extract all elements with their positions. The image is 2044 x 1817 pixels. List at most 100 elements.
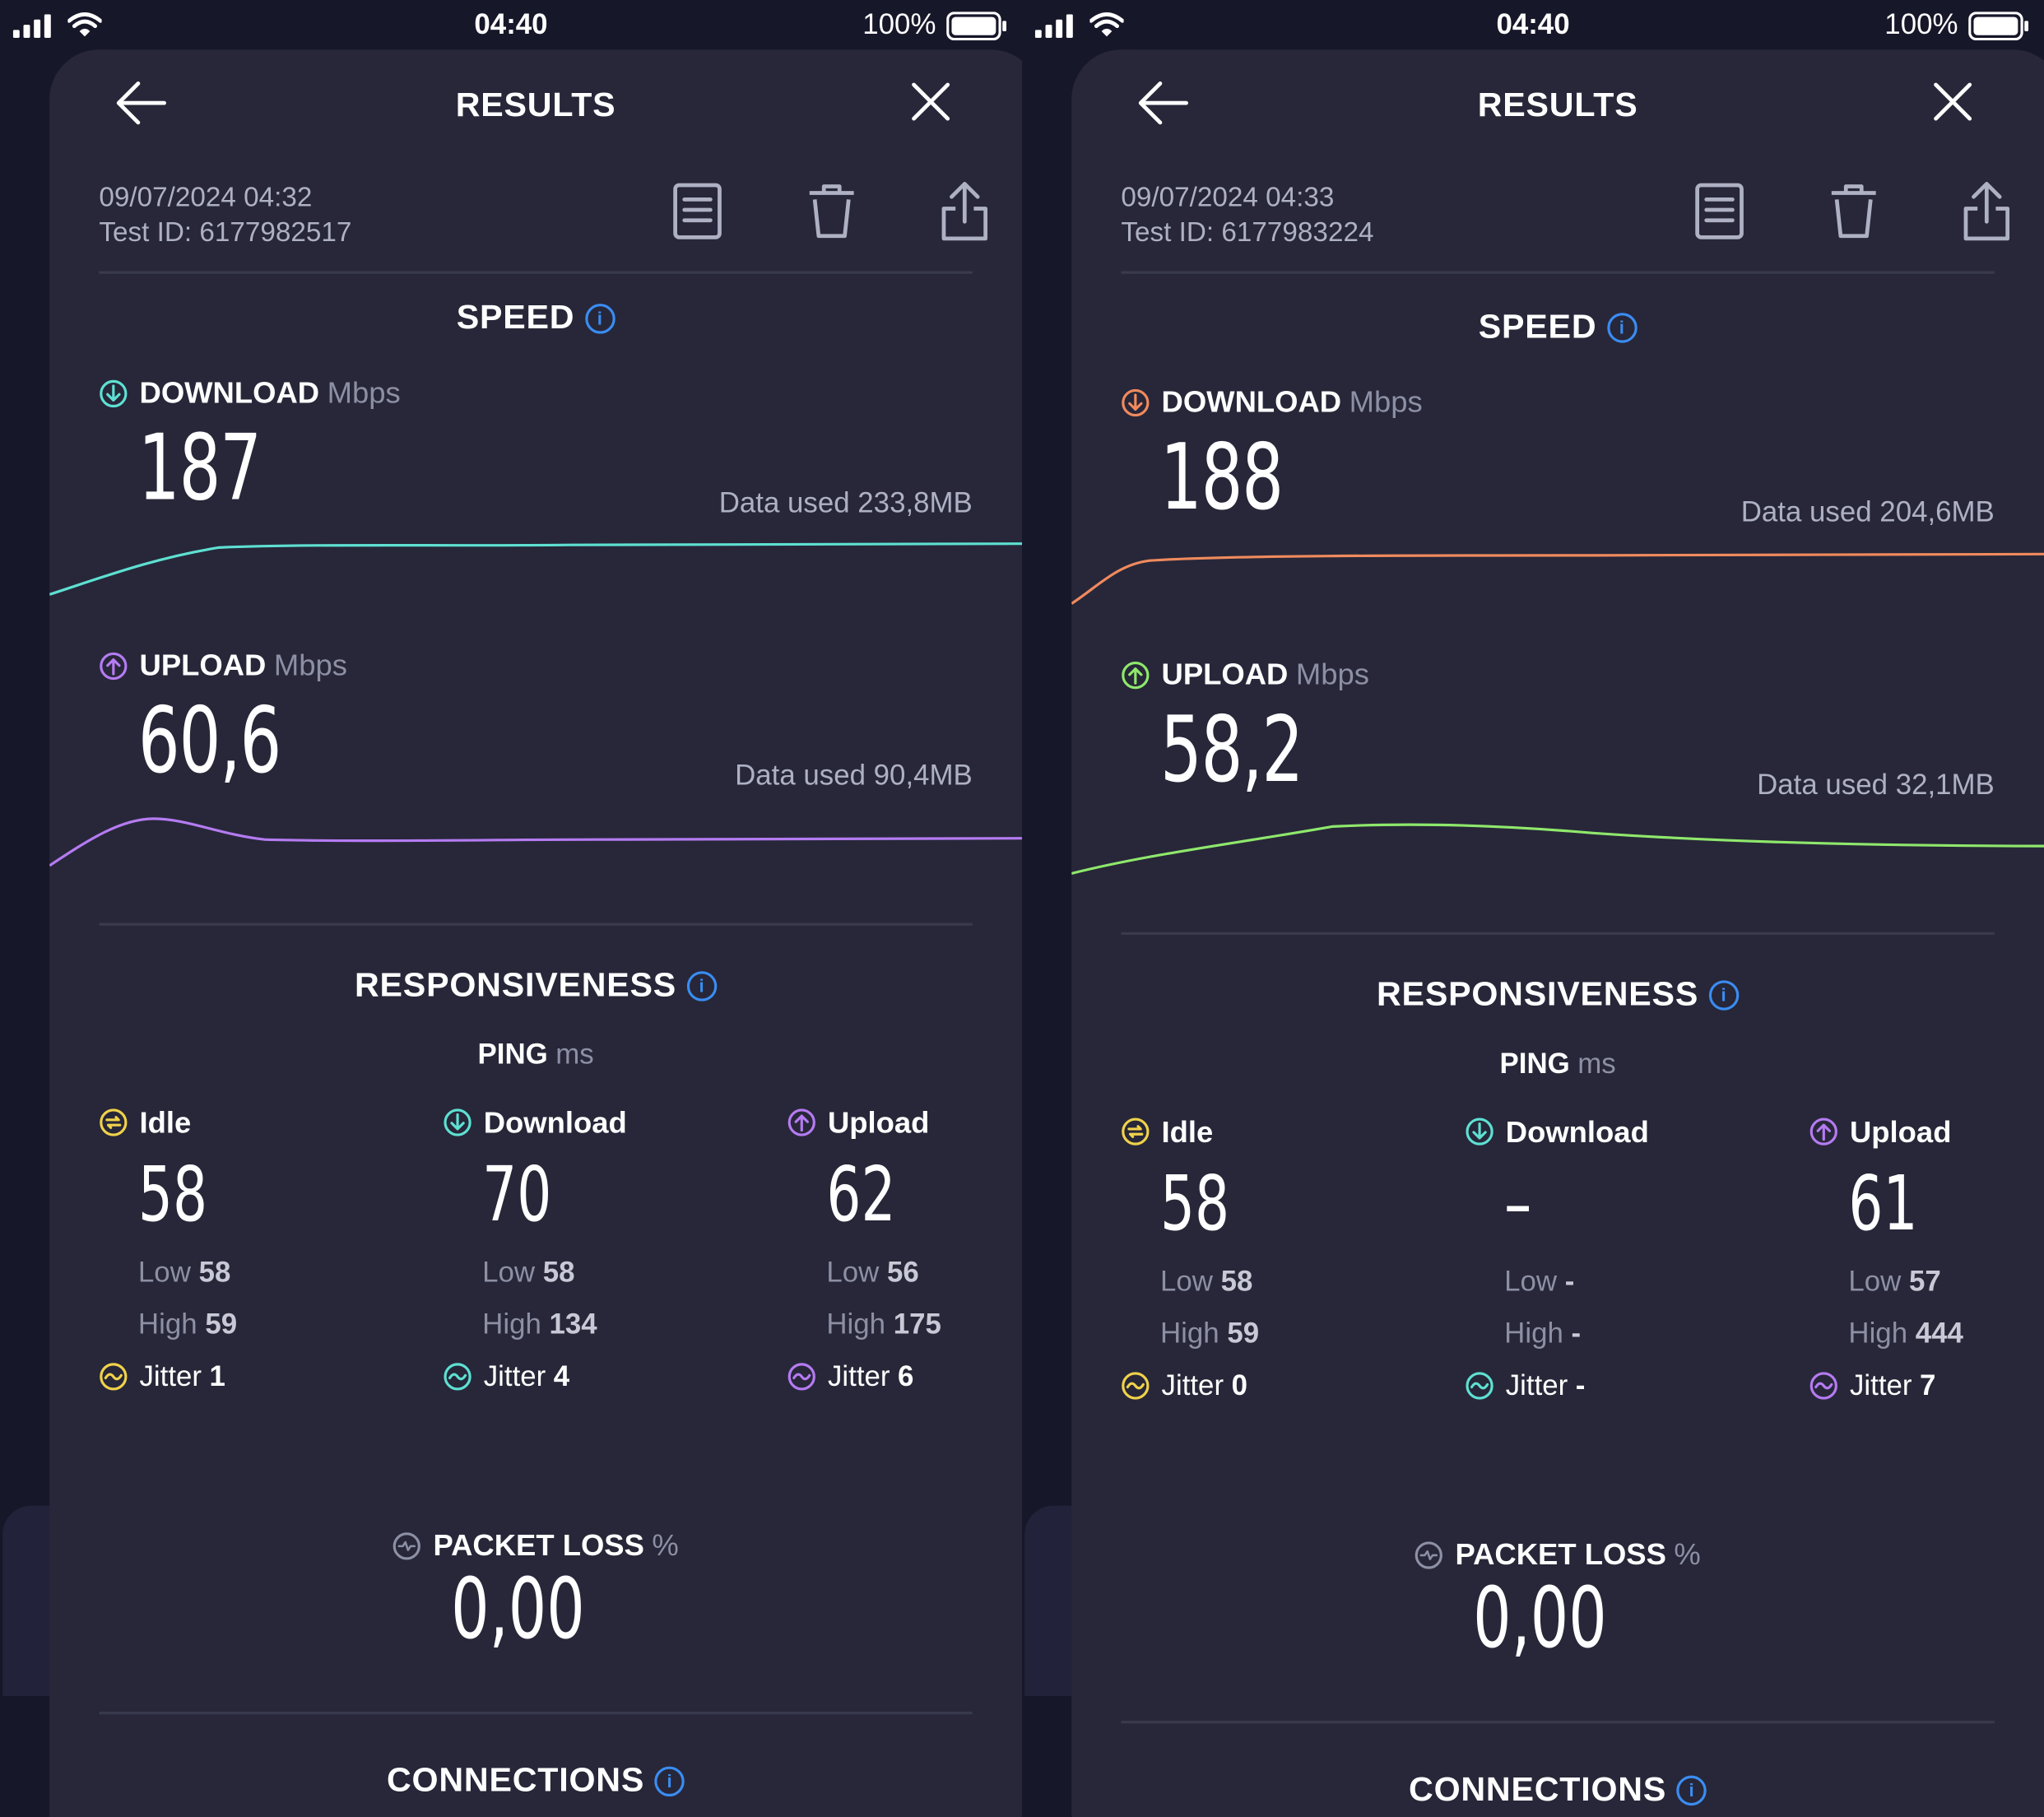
trash-icon[interactable] (806, 183, 857, 240)
packet-loss-label: PACKET LOSS (1455, 1536, 1666, 1571)
upload-value: 60,6 (137, 686, 281, 794)
high-label: High (137, 1307, 197, 1341)
ping-label: PING (477, 1038, 548, 1071)
ping-download-jitter: Jitter 4 (444, 1350, 731, 1402)
ping-upload-jitter: Jitter 7 (1809, 1359, 2044, 1411)
high-label: High (826, 1307, 886, 1341)
download-graph (1071, 552, 2044, 605)
idle-icon (1122, 1118, 1150, 1146)
info-icon[interactable]: i (686, 971, 718, 1001)
ping-upload-value: 61 (1848, 1159, 1918, 1248)
info-icon[interactable]: i (654, 1766, 685, 1797)
ping-download-high: High - (1504, 1308, 1752, 1359)
share-icon[interactable] (939, 180, 991, 243)
divider (1121, 271, 1995, 274)
jitter-value: 6 (898, 1359, 914, 1392)
jitter-value: 0 (1231, 1369, 1247, 1402)
ping-upload-value: 62 (826, 1150, 896, 1238)
info-icon[interactable]: i (585, 304, 616, 334)
low-label: Low (1848, 1264, 1902, 1298)
test-date: 09/07/2024 04:33 (1121, 182, 1335, 213)
ping-upload-low: Low 56 (826, 1246, 1022, 1298)
high-value: 134 (549, 1307, 597, 1341)
jitter-value: 1 (209, 1359, 225, 1392)
high-value: - (1571, 1317, 1582, 1350)
high-label: High (1848, 1317, 1908, 1350)
low-value: 56 (887, 1255, 919, 1289)
low-label: Low (1159, 1264, 1213, 1298)
jitter-icon (1466, 1372, 1494, 1400)
trash-icon[interactable] (1828, 183, 1879, 240)
ping-idle-low: Low 58 (138, 1246, 386, 1298)
connections-title-text: CONNECTIONS (1409, 1768, 1667, 1809)
idle-icon (100, 1108, 128, 1136)
document-icon[interactable] (672, 183, 722, 240)
ping-idle-label: Idle (139, 1104, 192, 1139)
test-id: Test ID: 6177982517 (99, 217, 352, 248)
high-value: 175 (893, 1307, 941, 1341)
jitter-label: Jitter (483, 1359, 546, 1392)
battery-icon (1968, 12, 2029, 41)
low-value: 58 (1220, 1264, 1253, 1298)
results-card: RESULTS 09/07/2024 04:32 Test ID: 617798… (49, 49, 1023, 1817)
wifi-icon (1089, 12, 1124, 37)
divider (1121, 1721, 1995, 1724)
battery-icon (946, 12, 1007, 41)
document-icon[interactable] (1694, 183, 1744, 240)
ping-upload-jitter: Jitter 6 (787, 1350, 1022, 1402)
speed-section-title: SPEED i (1071, 306, 2044, 346)
ping-upload-column: Upload 61 Low 57 High 444 Jitter 7 (1809, 1112, 2044, 1411)
connections-section-title: CONNECTIONS i (49, 1760, 1022, 1801)
download-graph (49, 542, 1023, 596)
download-data-used: Data used 233,8MB (718, 486, 973, 519)
upload-header: UPLOAD Mbps (1121, 657, 1369, 692)
packet-loss-header: PACKET LOSS% (1071, 1537, 2044, 1573)
connections-title-text: CONNECTIONS (387, 1759, 645, 1800)
low-value: - (1564, 1264, 1575, 1298)
ping-idle-column: Idle 58 Low 58 High 59 Jitter 1 (99, 1103, 386, 1402)
close-icon[interactable] (1932, 81, 1974, 123)
back-arrow-icon[interactable] (1136, 78, 1188, 128)
packet-loss-label: PACKET LOSS (433, 1527, 644, 1562)
packet-loss-unit: % (652, 1527, 679, 1562)
info-icon[interactable]: i (1607, 313, 1638, 343)
jitter-icon (444, 1363, 472, 1391)
high-label: High (1504, 1317, 1563, 1350)
ping-download-column: Download 70 Low 58 High 134 Jitter 4 (444, 1103, 731, 1402)
top-bar: RESULTS (1071, 49, 2044, 159)
ping-upload-label: Upload (1849, 1113, 1952, 1148)
battery-percent: 100% (862, 7, 936, 41)
upload-arrow-icon (1122, 661, 1150, 689)
battery-percent: 100% (1884, 7, 1958, 41)
divider (99, 271, 973, 274)
packet-loss-header: PACKET LOSS% (49, 1528, 1022, 1564)
status-time: 04:40 (1496, 7, 1570, 41)
divider (1121, 932, 1995, 935)
upload-unit: Mbps (1295, 657, 1370, 691)
share-icon[interactable] (1961, 180, 2013, 243)
jitter-value: 7 (1920, 1369, 1936, 1402)
ping-title: PING ms (49, 1038, 1022, 1071)
jitter-label: Jitter (1849, 1369, 1912, 1402)
download-unit: Mbps (327, 375, 401, 410)
ping-unit: ms (1577, 1047, 1616, 1080)
ping-download-column: Download – Low - High - Jitter - (1466, 1112, 1753, 1411)
responsiveness-section-title: RESPONSIVENESS i (49, 964, 1022, 1005)
ping-download-low: Low 58 (482, 1246, 730, 1298)
download-arrow-icon (1466, 1118, 1494, 1146)
download-label: DOWNLOAD (1161, 384, 1342, 419)
jitter-label: Jitter (1505, 1369, 1568, 1402)
back-arrow-icon[interactable] (114, 78, 166, 128)
upload-graph (49, 817, 1023, 867)
responsiveness-title-text: RESPONSIVENESS (1377, 974, 1699, 1013)
high-label: High (482, 1307, 541, 1341)
download-data-used: Data used 204,6MB (1740, 495, 1995, 528)
upload-unit: Mbps (273, 648, 347, 682)
ping-idle-low: Low 58 (1160, 1256, 1408, 1308)
info-icon[interactable]: i (1676, 1775, 1707, 1806)
close-icon[interactable] (910, 81, 952, 123)
wifi-icon (67, 12, 102, 37)
ping-download-label: Download (483, 1104, 627, 1139)
info-icon[interactable]: i (1708, 980, 1740, 1011)
page-title: RESULTS (455, 84, 616, 124)
